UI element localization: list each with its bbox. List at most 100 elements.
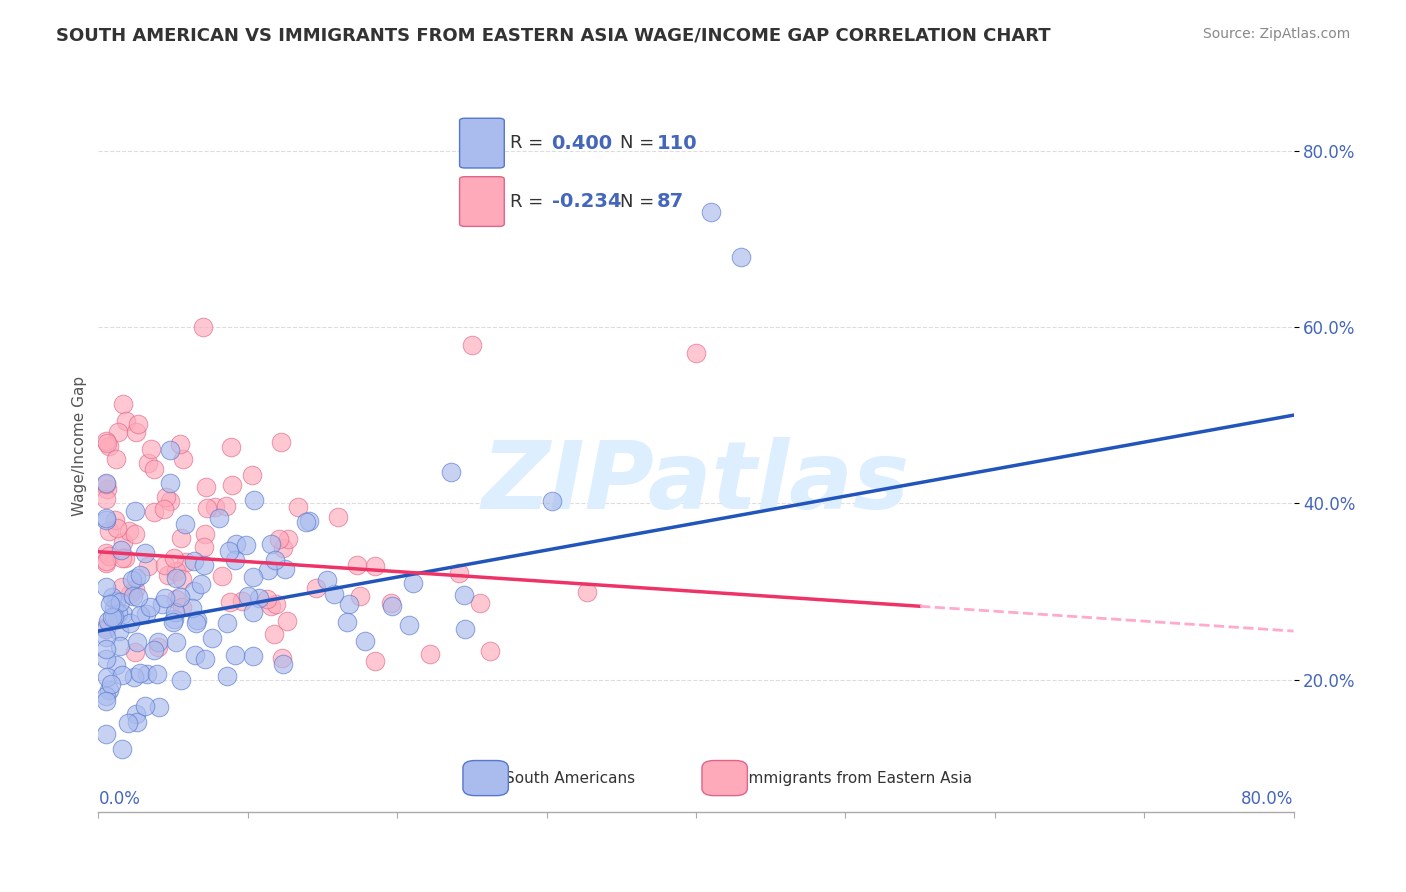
Point [134, 699, 156, 714]
Point [263, 626, 285, 640]
Point [94, 491, 117, 506]
Point [277, 533, 299, 547]
Point [193, 558, 215, 572]
Point [146, 640, 169, 654]
Point [163, 611, 186, 625]
Point [468, 596, 491, 610]
Point [108, 639, 131, 653]
Point [174, 555, 197, 569]
Point [298, 514, 321, 528]
Point [183, 584, 205, 599]
Point [181, 601, 204, 615]
Point [139, 442, 162, 456]
Point [191, 320, 214, 334]
Point [94, 434, 117, 448]
Point [110, 668, 132, 682]
Point [155, 591, 177, 606]
Point [271, 541, 294, 555]
Point [215, 669, 238, 683]
Point [104, 513, 127, 527]
Point [193, 652, 215, 666]
Point [94, 513, 117, 527]
Point [94, 652, 117, 666]
Point [159, 443, 181, 458]
Point [170, 573, 193, 587]
Point [98, 597, 121, 611]
Point [124, 645, 146, 659]
Point [120, 587, 142, 601]
Point [194, 527, 217, 541]
Point [124, 582, 146, 596]
FancyBboxPatch shape [702, 761, 748, 796]
Point [575, 585, 598, 599]
Point [454, 622, 477, 636]
Point [172, 451, 194, 466]
Point [127, 591, 149, 605]
Point [104, 451, 127, 466]
Point [479, 643, 502, 657]
Point [112, 397, 135, 411]
Text: 80.0%: 80.0% [1241, 790, 1294, 808]
Point [146, 635, 169, 649]
Point [165, 564, 187, 578]
Point [215, 499, 238, 513]
Point [94, 694, 117, 708]
Point [217, 615, 239, 630]
Point [108, 624, 131, 639]
Point [264, 553, 287, 567]
Point [190, 577, 212, 591]
Point [218, 544, 240, 558]
Point [354, 634, 377, 648]
Point [264, 597, 287, 611]
Point [163, 551, 186, 566]
Point [125, 425, 148, 439]
Point [453, 589, 475, 603]
Point [136, 559, 159, 574]
Point [139, 600, 162, 615]
Point [105, 594, 128, 608]
Point [94, 556, 117, 570]
Point [440, 465, 463, 479]
Point [124, 670, 146, 684]
Point [349, 589, 371, 603]
Point [97, 439, 120, 453]
Point [186, 614, 208, 628]
Point [94, 727, 117, 741]
Point [94, 620, 117, 634]
Text: Immigrants from Eastern Asia: Immigrants from Eastern Asia [744, 771, 972, 786]
Point [172, 600, 194, 615]
Point [112, 534, 135, 549]
Point [305, 581, 328, 595]
Point [94, 554, 117, 568]
Point [449, 566, 471, 580]
Point [118, 524, 141, 538]
Point [96, 436, 118, 450]
Point [159, 475, 181, 490]
Point [105, 658, 128, 673]
Point [107, 607, 129, 621]
Point [270, 650, 292, 665]
Point [103, 601, 125, 615]
Point [105, 521, 128, 535]
Point [260, 537, 283, 551]
FancyBboxPatch shape [463, 761, 509, 796]
Point [219, 595, 242, 609]
Text: SOUTH AMERICAN VS IMMIGRANTS FROM EASTERN ASIA WAGE/INCOME GAP CORRELATION CHART: SOUTH AMERICAN VS IMMIGRANTS FROM EASTER… [56, 27, 1050, 45]
Point [114, 550, 136, 565]
Point [170, 673, 193, 688]
Point [124, 526, 146, 541]
Point [461, 337, 484, 351]
Point [100, 609, 122, 624]
Point [247, 591, 270, 606]
Point [269, 532, 291, 546]
Point [115, 414, 138, 428]
Point [127, 635, 149, 649]
Point [142, 462, 165, 476]
Point [165, 571, 187, 585]
Point [235, 538, 257, 552]
Point [112, 607, 135, 622]
Point [94, 546, 117, 560]
Point [402, 576, 425, 591]
Point [96, 580, 118, 594]
Point [380, 596, 402, 610]
